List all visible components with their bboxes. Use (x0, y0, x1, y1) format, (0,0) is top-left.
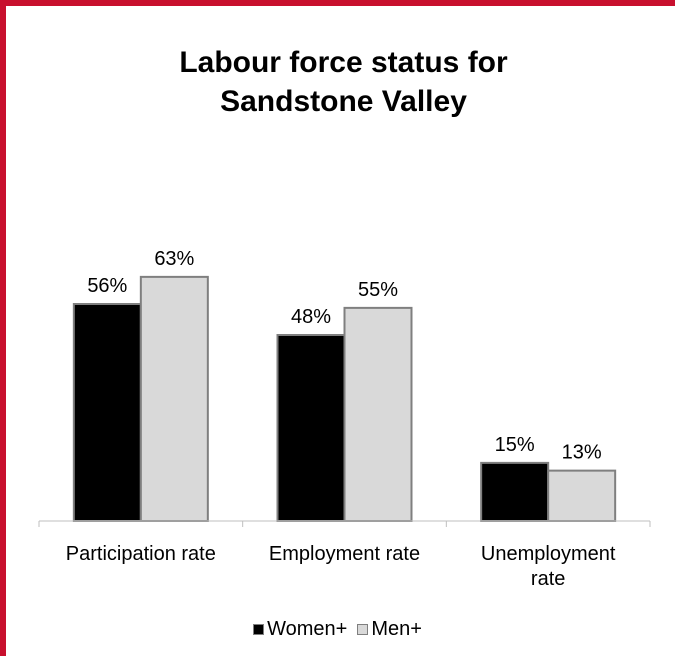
category-label: Participation rate (66, 543, 216, 565)
legend-swatch-women (253, 623, 265, 635)
chart-title: Labour force status for Sandstone Valley (12, 43, 675, 121)
legend-item-women: Women+ (253, 618, 347, 641)
legend: Women+ Men+ (0, 612, 675, 646)
bar-men-2 (547, 469, 617, 522)
bar-women-1 (276, 334, 346, 522)
chart-title-line-2: Sandstone Valley (220, 85, 467, 118)
category-label: Employment rate (269, 543, 420, 565)
bar-women-2 (480, 461, 550, 522)
data-label: 13% (562, 442, 602, 464)
data-label: 63% (154, 248, 194, 270)
data-label: 15% (495, 434, 535, 456)
data-label: 55% (358, 279, 398, 301)
data-label: 48% (291, 306, 331, 328)
data-label: 56% (87, 275, 127, 297)
chart-title-line-1: Labour force status for (179, 46, 508, 79)
category-label: Unemployment (481, 543, 616, 565)
bar-women-0 (72, 303, 142, 522)
bar-men-0 (139, 275, 209, 522)
legend-item-men: Men+ (357, 618, 422, 641)
legend-swatch-men (357, 623, 369, 635)
legend-label-men: Men+ (371, 617, 422, 640)
category-label: rate (531, 568, 565, 590)
legend-label-women: Women+ (267, 617, 348, 640)
bar-men-1 (343, 306, 413, 522)
